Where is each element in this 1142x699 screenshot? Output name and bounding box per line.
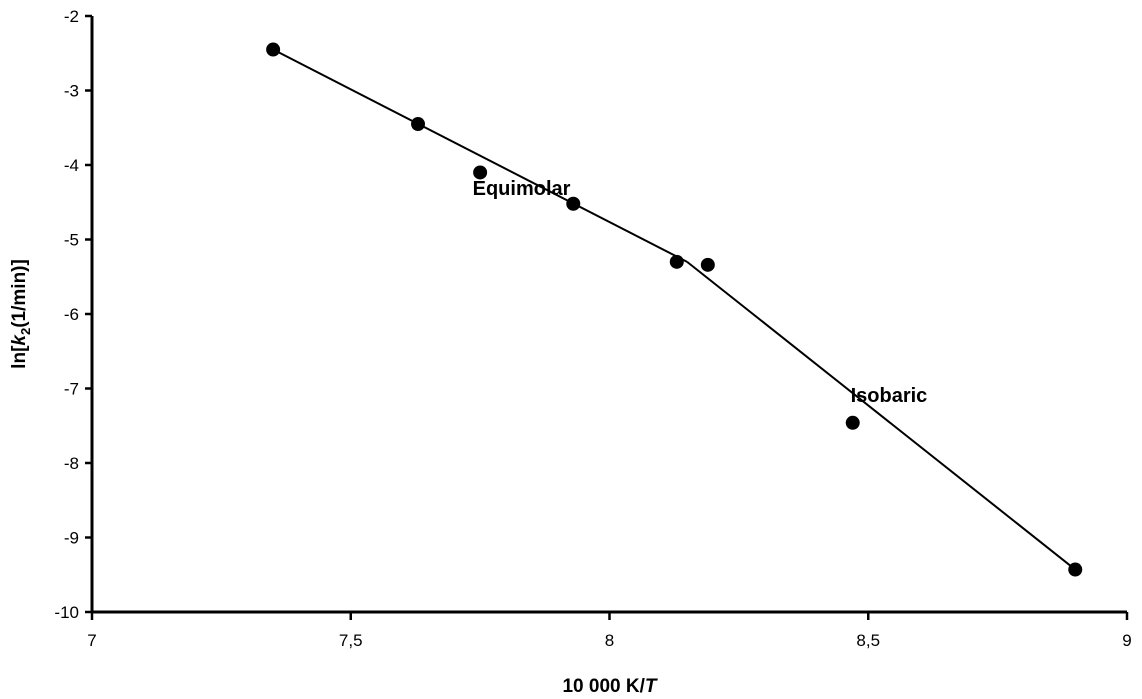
x-tick-label: 9 — [1122, 631, 1131, 650]
y-tick-label: -3 — [64, 82, 79, 101]
annotation-isobaric: Isobaric — [851, 385, 928, 407]
y-tick-label: -8 — [64, 454, 79, 473]
data-points — [266, 42, 1083, 577]
y-axis-title-pre: ln[ — [9, 345, 30, 369]
data-point — [566, 196, 581, 211]
x-tick-label: 8,5 — [856, 631, 880, 650]
plot-area: -2 -3 -4 -5 -6 -7 -8 -9 -10 7 7,5 8 8,5 9 — [54, 7, 1131, 650]
fit-line-equimolar — [272, 48, 688, 263]
y-tick-label: -10 — [54, 603, 79, 622]
data-point — [700, 257, 715, 272]
y-axis-title-k: k — [9, 334, 30, 346]
y-axis-title-subscript: 2 — [18, 328, 33, 335]
y-tick-label: -2 — [64, 7, 79, 26]
x-tick-label: 7,5 — [339, 631, 363, 650]
x-tick-label: 7 — [87, 631, 96, 650]
x-axis-title: 10 000 K/T — [562, 676, 657, 697]
annotation-equimolar: Equimolar — [473, 178, 571, 200]
y-tick-label: -9 — [64, 529, 79, 548]
y-axis-title: ln[k2(1/min)] — [9, 259, 33, 369]
y-axis-title-post: (1/min)] — [9, 259, 30, 328]
data-point — [1068, 562, 1083, 577]
data-point — [845, 415, 860, 430]
y-tick-label: -7 — [64, 380, 79, 399]
x-tick-label: 8 — [605, 631, 614, 650]
annotations: Equimolar Isobaric — [473, 178, 928, 407]
data-point — [669, 254, 684, 269]
y-tick-label: -6 — [64, 305, 79, 324]
fit-line-isobaric — [686, 261, 1076, 571]
x-axis-title-variable: T — [645, 676, 658, 697]
y-tick-label: -4 — [64, 156, 79, 175]
x-axis-title-prefix: 10 000 K/ — [562, 676, 645, 697]
data-point — [411, 117, 426, 132]
data-point — [266, 42, 281, 57]
data-point — [473, 165, 488, 180]
y-tick-label: -5 — [64, 231, 79, 250]
fit-lines — [272, 48, 1076, 571]
